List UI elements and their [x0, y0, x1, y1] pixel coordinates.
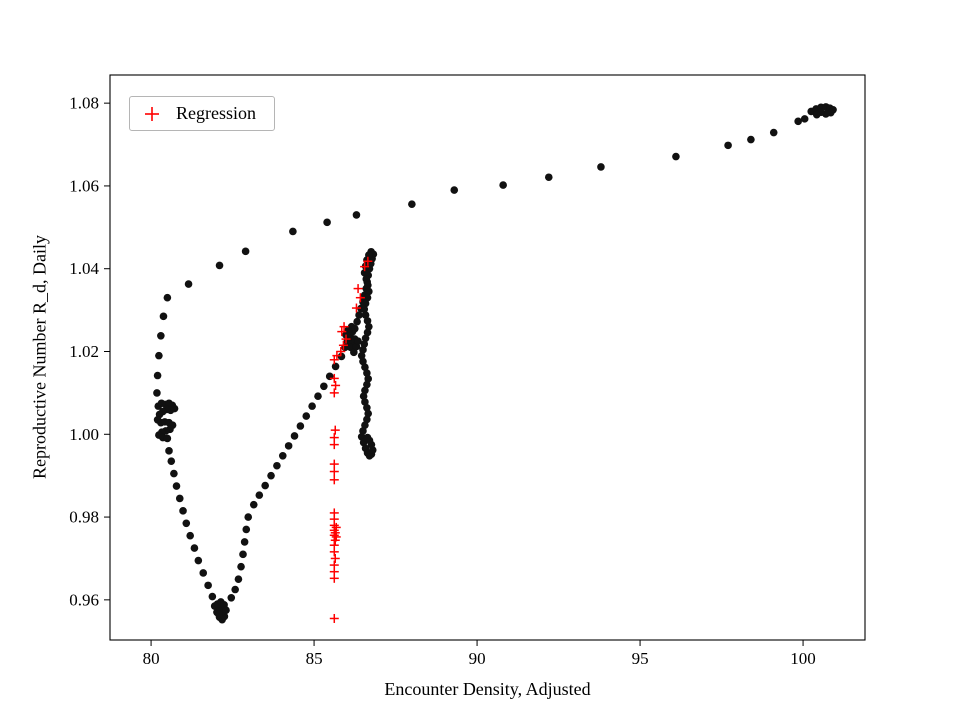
x-tick-label: 100	[790, 649, 816, 668]
series-trajectory	[153, 103, 837, 624]
x-tick-label: 80	[143, 649, 160, 668]
y-axis-label: Reproductive Number R_d, Daily	[29, 235, 50, 479]
y-tick-label: 0.96	[69, 590, 99, 609]
y-tick-label: 0.98	[69, 508, 99, 527]
legend-label: Regression	[176, 103, 256, 123]
series-Regression	[329, 256, 373, 623]
y-tick-label: 1.00	[69, 425, 99, 444]
y-tick-label: 1.04	[69, 259, 99, 278]
y-tick-label: 1.06	[69, 176, 99, 195]
x-tick-label: 85	[306, 649, 323, 668]
x-tick-label: 90	[469, 649, 486, 668]
x-axis-label: Encounter Density, Adjusted	[384, 679, 591, 699]
y-tick-label: 1.02	[69, 342, 99, 361]
x-tick-label: 95	[632, 649, 649, 668]
y-tick-label: 1.08	[69, 94, 99, 113]
legend: Regression	[129, 96, 275, 131]
regression-plus-icon	[145, 106, 159, 121]
plot-frame	[109, 74, 866, 641]
